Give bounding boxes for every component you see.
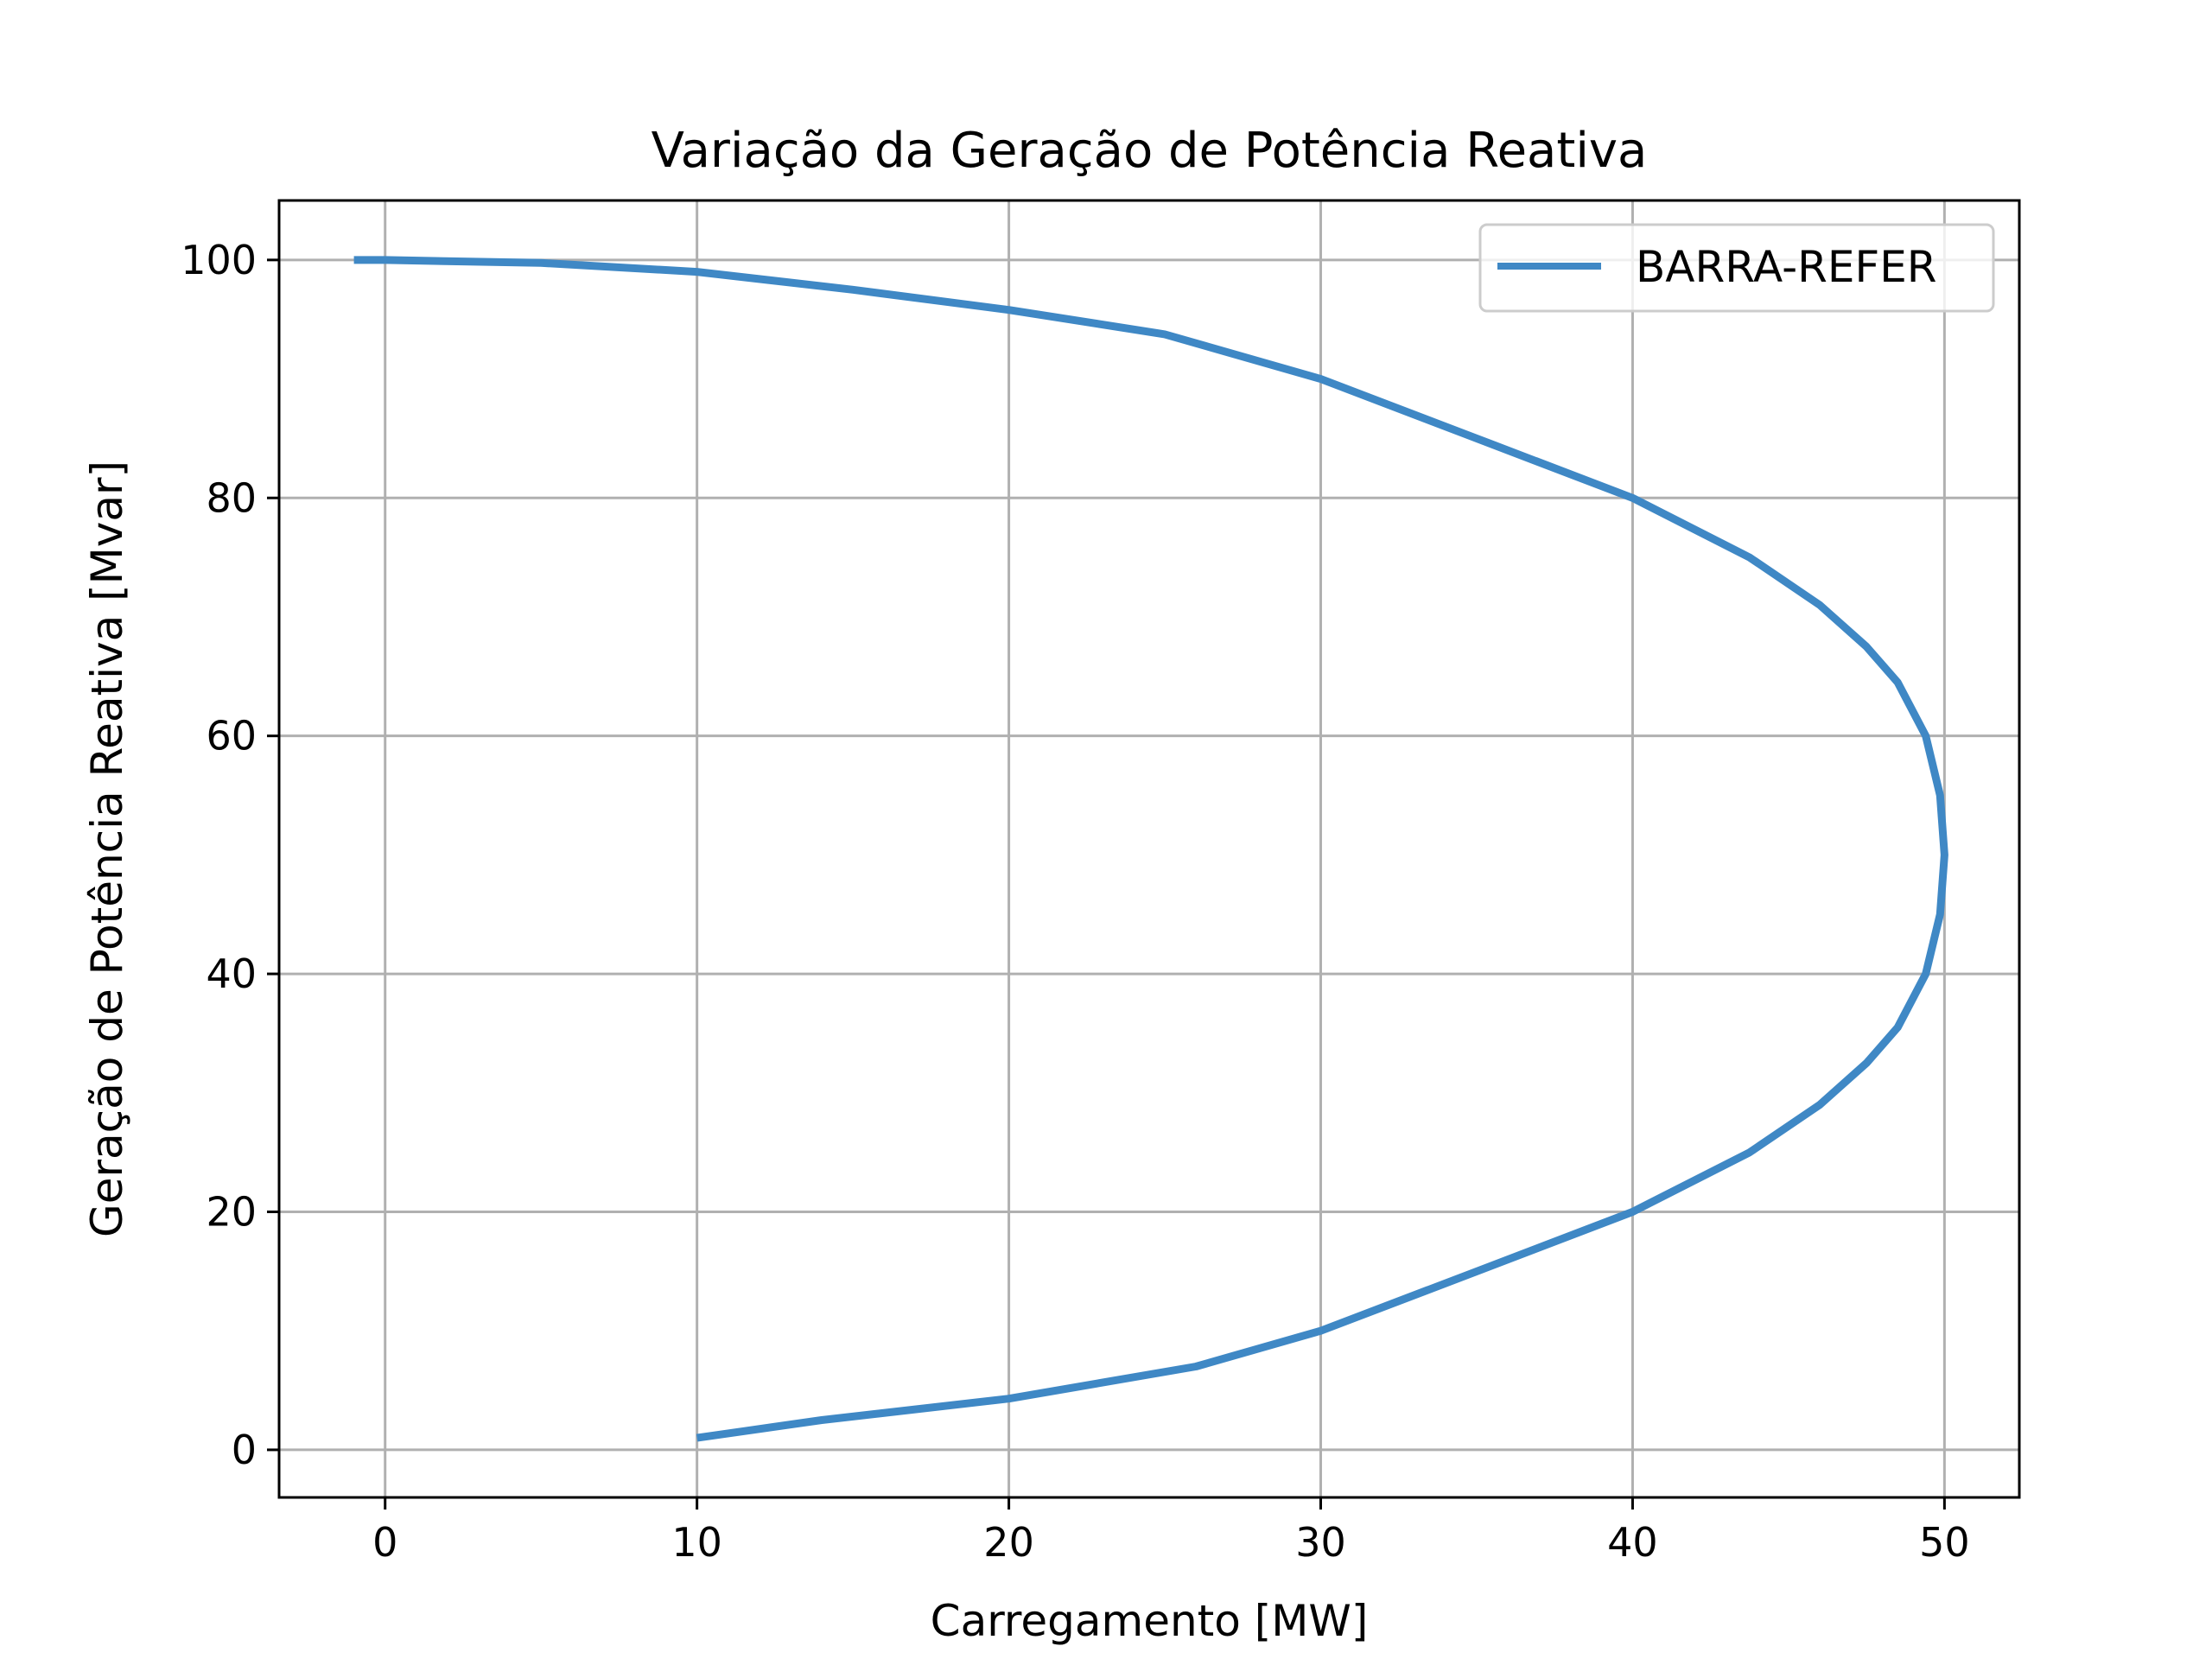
legend: BARRA-REFER: [1478, 223, 1995, 313]
series-line: [353, 256, 1948, 1442]
series-layer: [353, 256, 1948, 1442]
x-axis-label: Carregamento [MW]: [931, 1596, 1369, 1646]
plot-frame: [277, 199, 2021, 1499]
y-tick-label: 40: [206, 950, 257, 997]
x-tick-label: 20: [983, 1519, 1034, 1566]
grid: [279, 200, 2019, 1497]
x-tick-label: 10: [671, 1519, 722, 1566]
y-tick-label: 60: [206, 713, 257, 760]
y-tick-label: 100: [181, 237, 257, 283]
ticks: 0 10 20 30 40 50 0 20 40 60 80 100: [181, 237, 1969, 1566]
x-tick-label: 30: [1295, 1519, 1346, 1566]
x-tick-label: 0: [372, 1519, 397, 1566]
x-tick-label: 50: [1919, 1519, 1970, 1566]
x-tick-label: 40: [1607, 1519, 1658, 1566]
y-tick-label: 0: [232, 1427, 257, 1473]
y-tick-label: 20: [206, 1189, 257, 1236]
y-axis-label: Geração de Potência Reativa [Mvar]: [82, 461, 132, 1237]
legend-box: [1478, 223, 1995, 313]
y-tick-label: 80: [206, 474, 257, 521]
legend-label: BARRA-REFER: [1636, 242, 1937, 292]
chart-title: Variação da Geração de Potência Reativa: [652, 123, 1648, 179]
